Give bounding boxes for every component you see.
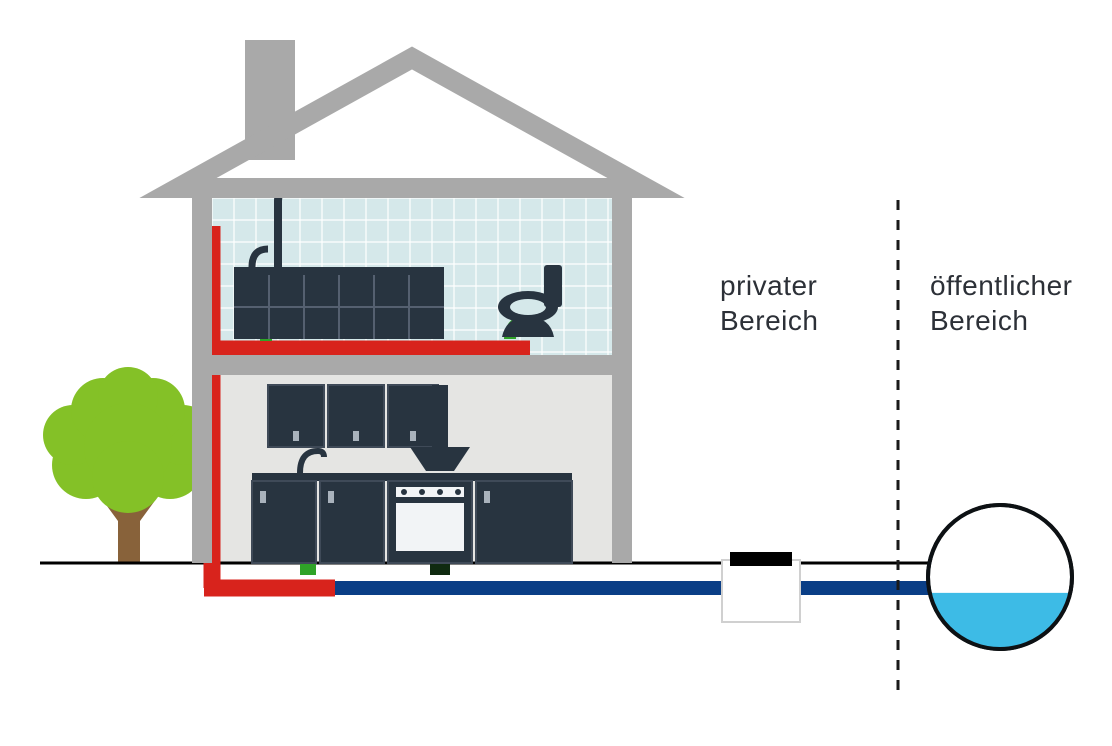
kitchen-upper-cabinets	[268, 385, 438, 447]
inspection-chamber	[722, 560, 800, 622]
drainage-diagram-svg	[0, 0, 1112, 746]
inspection-lid	[730, 552, 792, 566]
label-private-line2: Bereich	[720, 305, 818, 336]
sewer-water	[930, 593, 1070, 649]
diagram-stage: privater Bereich öffentlicher Bereich	[0, 0, 1112, 746]
label-private-line1: privater	[720, 270, 817, 301]
label-public-area: öffentlicher Bereich	[930, 268, 1072, 338]
shower-riser	[274, 201, 282, 275]
tree-foliage	[43, 367, 213, 513]
countertop	[252, 473, 572, 481]
label-private-area: privater Bereich	[720, 268, 818, 338]
label-public-line2: Bereich	[930, 305, 1028, 336]
label-public-line1: öffentlicher	[930, 270, 1072, 301]
toilet-tank-icon	[544, 265, 562, 307]
